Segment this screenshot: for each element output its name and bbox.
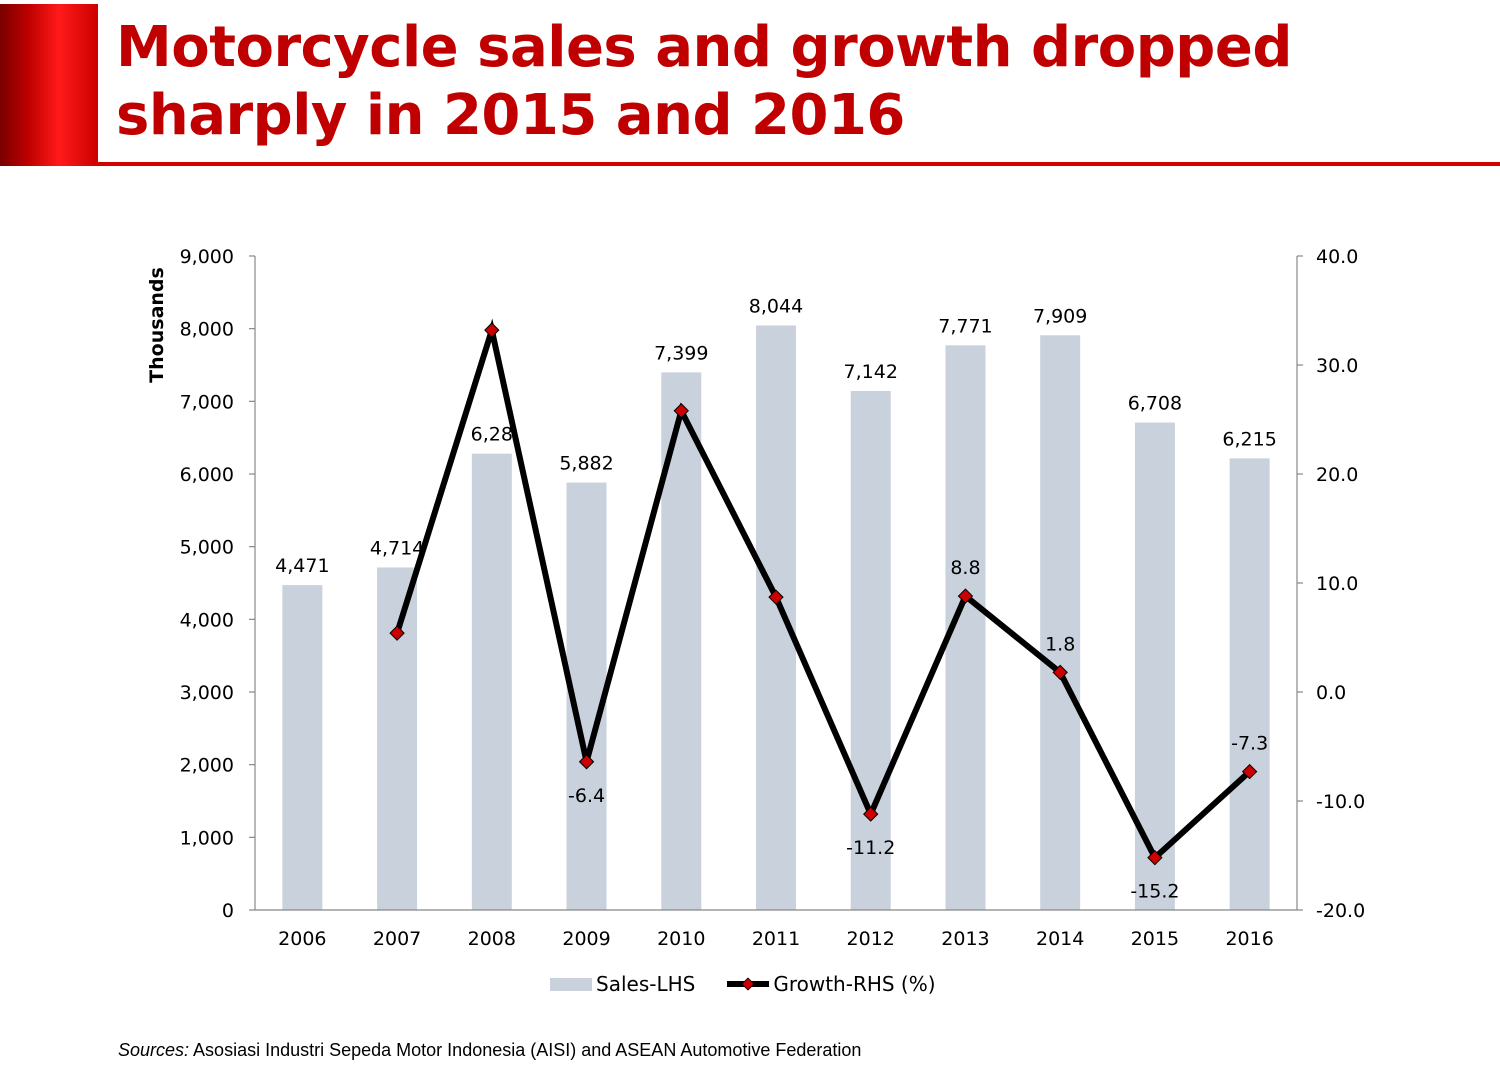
bar-2014 <box>1040 335 1081 911</box>
right-tick-label: 20.0 <box>1316 464 1358 486</box>
x-tick-label-2011: 2011 <box>752 928 800 950</box>
bar-label-2007: 4,714 <box>370 537 424 559</box>
bar-2011 <box>756 325 796 910</box>
left-tick-label: 3,000 <box>180 682 234 704</box>
right-tick-label: 40.0 <box>1316 246 1358 268</box>
left-axis-title: Thousands <box>146 267 168 383</box>
growth-label-2009: -6.4 <box>568 785 605 807</box>
growth-point-2012 <box>863 806 879 822</box>
growth-label-2016: -7.3 <box>1231 733 1268 755</box>
left-tick-label: 5,000 <box>180 537 234 559</box>
right-tick-label: -20.0 <box>1316 900 1365 922</box>
growth-point-2008 <box>484 322 500 338</box>
left-tick-label: 2,000 <box>180 755 234 777</box>
growth-label-2014: 1.8 <box>1045 633 1075 655</box>
x-tick-label-2015: 2015 <box>1131 928 1179 950</box>
bar-2012 <box>850 391 891 911</box>
bar-label-2014: 7,909 <box>1033 305 1087 327</box>
left-tick-label: 9,000 <box>180 246 234 268</box>
growth-point-2011 <box>768 589 784 605</box>
x-tick-label-2006: 2006 <box>278 928 326 950</box>
x-tick-label-2013: 2013 <box>941 928 989 950</box>
legend-item-growth: Growth-RHS (%) <box>725 972 936 996</box>
bar-label-2010: 7,399 <box>654 342 708 364</box>
bar-2008 <box>471 453 512 910</box>
left-tick-label: 1,000 <box>180 827 234 849</box>
chart-legend: Sales-LHS Growth-RHS (%) <box>550 972 936 996</box>
bar-2016 <box>1229 458 1270 910</box>
right-tick-label: 30.0 <box>1316 355 1358 377</box>
right-tick-label: 0.0 <box>1316 682 1346 704</box>
x-tick-label-2014: 2014 <box>1036 928 1084 950</box>
combo-chart: 0 1,000 2,000 3,000 4,000 5,000 6,000 7,000 8,00… <box>146 246 1365 950</box>
bar-label-2011: 8,044 <box>749 295 803 317</box>
growth-point-2013 <box>957 588 974 604</box>
growth-point-2009 <box>578 754 595 770</box>
left-tick-label: 0 <box>222 900 234 922</box>
growth-point-2010 <box>673 403 689 419</box>
legend-swatch-growth <box>727 977 770 991</box>
growth-point-2014 <box>1052 664 1068 681</box>
growth-point-2015 <box>1147 849 1163 866</box>
left-tick-label: 4,000 <box>180 609 234 631</box>
growth-label-2015: -15.2 <box>1130 881 1179 903</box>
x-tick-label-2007: 2007 <box>373 928 421 950</box>
bar-label-2009: 5,882 <box>559 453 613 475</box>
bar-label-2015: 6,708 <box>1128 393 1182 415</box>
bar-label-2008: 6,28 <box>471 424 513 446</box>
legend-item-sales: Sales-LHS <box>550 972 695 996</box>
left-tick-label: 6,000 <box>180 464 234 486</box>
bar-label-2012: 7,142 <box>844 361 898 383</box>
x-tick-label-2008: 2008 <box>468 928 516 950</box>
bar-2006 <box>282 585 323 910</box>
growth-label-2013: 8.8 <box>950 557 980 579</box>
source-text: Asosiasi Industri Sepeda Motor Indonesia… <box>189 1040 862 1060</box>
source-prefix: Sources: <box>118 1040 190 1060</box>
x-tick-label-2009: 2009 <box>562 928 610 950</box>
growth-label-2012: -11.2 <box>846 837 895 859</box>
left-tick-label: 7,000 <box>180 391 234 413</box>
bar-label-2013: 7,771 <box>938 315 992 337</box>
left-tick-label: 8,000 <box>180 319 234 341</box>
bar-label-2006: 4,471 <box>275 555 329 577</box>
legend-swatch-sales <box>550 977 592 991</box>
title-accent-bar <box>0 4 98 166</box>
page-title: Motorcycle sales and growth dropped shar… <box>116 15 1292 148</box>
bar-2007 <box>377 567 418 910</box>
growth-point-2016 <box>1241 763 1258 780</box>
x-tick-label-2010: 2010 <box>657 928 705 950</box>
growth-point-2007 <box>389 625 405 641</box>
bar-label-2016: 6,215 <box>1222 428 1276 450</box>
legend-label-sales: Sales-LHS <box>596 972 696 996</box>
title-divider <box>98 162 1500 166</box>
right-tick-label: 10.0 <box>1316 573 1358 595</box>
x-tick-label-2016: 2016 <box>1225 928 1273 950</box>
x-tick-label-2012: 2012 <box>847 928 895 950</box>
legend-label-growth: Growth-RHS (%) <box>773 972 936 996</box>
source-note: Sources: Asosiasi Industri Sepeda Motor … <box>118 1040 861 1061</box>
growth-line <box>394 318 1252 863</box>
right-tick-label: -10.0 <box>1316 791 1365 813</box>
